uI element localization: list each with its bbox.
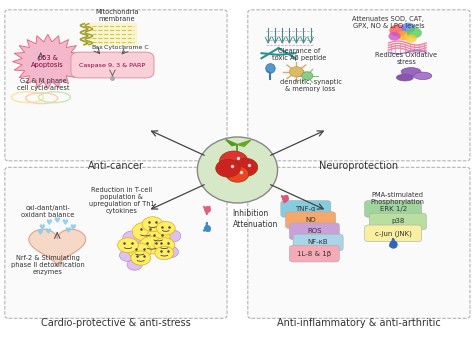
Circle shape: [163, 246, 179, 258]
Text: TNF-α: TNF-α: [295, 206, 316, 212]
Text: Bax: Bax: [91, 45, 103, 50]
Text: PMA-stimulated
Phosphorylation: PMA-stimulated Phosphorylation: [371, 192, 425, 205]
Circle shape: [142, 217, 163, 232]
Text: Reduction in T-cell
population &
upregulation of Th1
cytokines: Reduction in T-cell population & upregul…: [89, 187, 155, 214]
Text: Cardio-protective & anti-stress: Cardio-protective & anti-stress: [41, 318, 191, 328]
Text: ♥: ♥: [36, 228, 43, 237]
Circle shape: [388, 32, 401, 41]
Circle shape: [232, 158, 258, 176]
FancyBboxPatch shape: [285, 212, 336, 228]
Text: ♥: ♥: [64, 226, 71, 235]
Circle shape: [155, 246, 174, 260]
Text: 1L-8 & 1β: 1L-8 & 1β: [297, 251, 331, 257]
Text: Mitochondria
membrane: Mitochondria membrane: [95, 10, 139, 22]
Circle shape: [131, 251, 151, 265]
Circle shape: [132, 222, 159, 241]
Circle shape: [407, 28, 422, 38]
Text: c-jun (JNK): c-jun (JNK): [374, 230, 411, 237]
Text: NO: NO: [305, 217, 316, 223]
Ellipse shape: [414, 72, 432, 80]
Text: G2 & M phase
cell cycle arrest: G2 & M phase cell cycle arrest: [17, 78, 69, 91]
Polygon shape: [226, 139, 237, 146]
Ellipse shape: [197, 137, 278, 203]
FancyBboxPatch shape: [248, 167, 470, 318]
Text: oxi-dant/anti-
oxidant balance: oxi-dant/anti- oxidant balance: [21, 205, 74, 218]
Text: Attenuates SOD, CAT,
GPX, NO & LPO levels: Attenuates SOD, CAT, GPX, NO & LPO level…: [353, 16, 424, 29]
Text: Inhibition: Inhibition: [233, 209, 269, 218]
Text: ♥: ♥: [44, 227, 51, 236]
Polygon shape: [237, 140, 251, 146]
Circle shape: [123, 231, 142, 244]
Text: ♥: ♥: [46, 218, 52, 227]
Circle shape: [226, 166, 249, 182]
FancyBboxPatch shape: [281, 201, 331, 217]
Text: Neuroprotection: Neuroprotection: [319, 161, 398, 171]
Ellipse shape: [401, 68, 421, 76]
Polygon shape: [29, 229, 86, 266]
Text: dendritic, synaptic
& memory loss: dendritic, synaptic & memory loss: [280, 79, 341, 92]
Text: p38: p38: [391, 219, 404, 224]
Circle shape: [219, 151, 248, 171]
FancyBboxPatch shape: [82, 23, 137, 46]
Circle shape: [216, 159, 240, 177]
Circle shape: [397, 31, 410, 40]
Circle shape: [401, 23, 415, 33]
Circle shape: [127, 259, 142, 270]
Text: Cytochrome C: Cytochrome C: [104, 45, 149, 50]
Circle shape: [118, 238, 138, 253]
Circle shape: [139, 236, 164, 254]
Text: p53 &
Apoptosis: p53 & Apoptosis: [31, 55, 64, 68]
Text: NF-κB: NF-κB: [308, 239, 328, 245]
FancyBboxPatch shape: [289, 245, 339, 262]
Circle shape: [146, 228, 170, 245]
Text: ♥: ♥: [69, 223, 76, 232]
Text: ERK 1/2: ERK 1/2: [380, 206, 407, 212]
Text: Attenuation: Attenuation: [233, 220, 278, 229]
FancyBboxPatch shape: [289, 223, 339, 240]
Polygon shape: [12, 34, 83, 89]
Ellipse shape: [266, 64, 275, 73]
Circle shape: [156, 221, 175, 235]
FancyBboxPatch shape: [71, 52, 154, 78]
Circle shape: [405, 35, 417, 43]
Text: Nrf-2 & Stimulating
phase II detoxification
enzymes: Nrf-2 & Stimulating phase II detoxificat…: [11, 255, 85, 275]
Circle shape: [389, 24, 406, 37]
FancyBboxPatch shape: [293, 234, 343, 251]
FancyBboxPatch shape: [365, 201, 422, 217]
FancyBboxPatch shape: [248, 10, 470, 161]
Text: ♥: ♥: [62, 218, 69, 227]
Circle shape: [301, 72, 313, 80]
Text: Clearance of
toxic Aβ peptide: Clearance of toxic Aβ peptide: [272, 48, 326, 62]
Circle shape: [289, 67, 303, 77]
Circle shape: [119, 249, 137, 261]
Text: Anti-inflammatory & anti-arthritic: Anti-inflammatory & anti-arthritic: [277, 318, 440, 328]
Circle shape: [154, 238, 175, 253]
FancyBboxPatch shape: [365, 225, 422, 242]
FancyBboxPatch shape: [369, 213, 427, 230]
Ellipse shape: [396, 74, 413, 81]
FancyBboxPatch shape: [5, 167, 227, 318]
Text: ♥: ♥: [38, 223, 45, 232]
FancyBboxPatch shape: [5, 10, 227, 161]
Circle shape: [164, 230, 181, 242]
Text: Caspase 9, 3 & PARP: Caspase 9, 3 & PARP: [79, 63, 146, 68]
Text: ROS: ROS: [307, 228, 321, 234]
Circle shape: [128, 243, 151, 259]
Text: Reduces Oxidative
stress: Reduces Oxidative stress: [375, 52, 438, 65]
Text: ♥: ♥: [54, 216, 61, 225]
Text: Anti-cancer: Anti-cancer: [88, 161, 144, 171]
